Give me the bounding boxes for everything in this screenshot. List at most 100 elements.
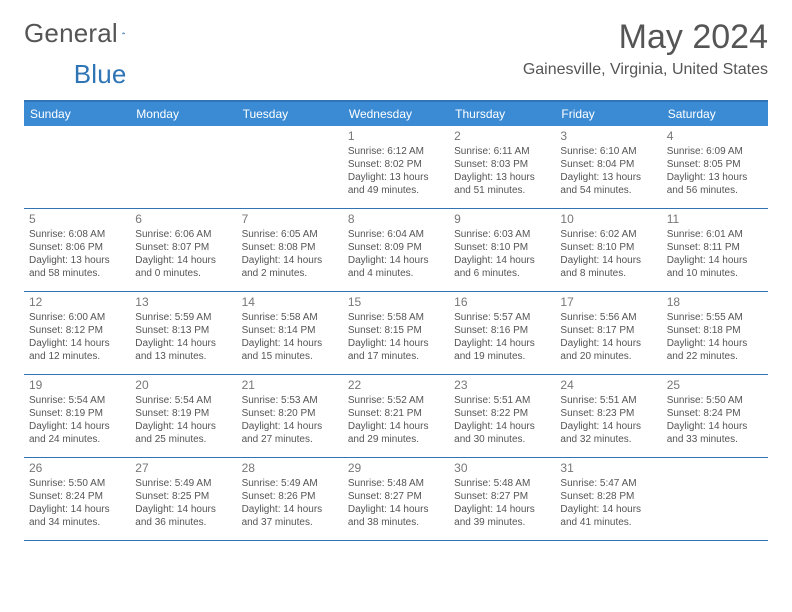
daylight-line: Daylight: 14 hours [560,338,656,351]
sunset-line: Sunset: 8:04 PM [560,159,656,172]
daylight-line: Daylight: 14 hours [348,504,444,517]
daylight-line: and 33 minutes. [667,434,763,447]
sunrise-line: Sunrise: 6:09 AM [667,146,763,159]
calendar-day: 3Sunrise: 6:10 AMSunset: 8:04 PMDaylight… [555,126,661,208]
calendar-day: 8Sunrise: 6:04 AMSunset: 8:09 PMDaylight… [343,209,449,291]
sunset-line: Sunset: 8:18 PM [667,325,763,338]
day-number: 27 [135,461,231,476]
brand-logo: General [24,18,144,49]
calendar-day: 21Sunrise: 5:53 AMSunset: 8:20 PMDayligh… [237,375,343,457]
daylight-line: Daylight: 14 hours [454,338,550,351]
daylight-line: Daylight: 14 hours [667,255,763,268]
day-number: 19 [29,378,125,393]
sunset-line: Sunset: 8:20 PM [242,408,338,421]
sunrise-line: Sunrise: 5:50 AM [667,395,763,408]
calendar-day: 1Sunrise: 6:12 AMSunset: 8:02 PMDaylight… [343,126,449,208]
sunrise-line: Sunrise: 6:08 AM [29,229,125,242]
calendar-day: 2Sunrise: 6:11 AMSunset: 8:03 PMDaylight… [449,126,555,208]
daylight-line: Daylight: 14 hours [348,421,444,434]
sunset-line: Sunset: 8:22 PM [454,408,550,421]
sunset-line: Sunset: 8:10 PM [560,242,656,255]
day-number: 17 [560,295,656,310]
daylight-line: and 2 minutes. [242,268,338,281]
sunrise-line: Sunrise: 5:58 AM [242,312,338,325]
day-number: 31 [560,461,656,476]
daylight-line: and 34 minutes. [29,517,125,530]
weekday-header: Saturday [662,102,768,126]
daylight-line: Daylight: 13 hours [348,172,444,185]
daylight-line: and 38 minutes. [348,517,444,530]
daylight-line: Daylight: 14 hours [29,504,125,517]
sunrise-line: Sunrise: 5:57 AM [454,312,550,325]
day-number: 5 [29,212,125,227]
sunrise-line: Sunrise: 5:55 AM [667,312,763,325]
sunset-line: Sunset: 8:21 PM [348,408,444,421]
daylight-line: and 0 minutes. [135,268,231,281]
daylight-line: and 51 minutes. [454,185,550,198]
calendar-day: 11Sunrise: 6:01 AMSunset: 8:11 PMDayligh… [662,209,768,291]
sunset-line: Sunset: 8:19 PM [135,408,231,421]
calendar-day: 20Sunrise: 5:54 AMSunset: 8:19 PMDayligh… [130,375,236,457]
sunset-line: Sunset: 8:12 PM [29,325,125,338]
daylight-line: and 49 minutes. [348,185,444,198]
weekday-header: Thursday [449,102,555,126]
daylight-line: Daylight: 14 hours [242,421,338,434]
sunset-line: Sunset: 8:06 PM [29,242,125,255]
sunset-line: Sunset: 8:14 PM [242,325,338,338]
sunset-line: Sunset: 8:05 PM [667,159,763,172]
sunrise-line: Sunrise: 5:47 AM [560,478,656,491]
daylight-line: Daylight: 13 hours [29,255,125,268]
sunrise-line: Sunrise: 5:54 AM [135,395,231,408]
daylight-line: Daylight: 14 hours [135,255,231,268]
sunrise-line: Sunrise: 6:05 AM [242,229,338,242]
sunset-line: Sunset: 8:27 PM [348,491,444,504]
calendar-day: 17Sunrise: 5:56 AMSunset: 8:17 PMDayligh… [555,292,661,374]
sunrise-line: Sunrise: 5:48 AM [454,478,550,491]
daylight-line: Daylight: 14 hours [242,504,338,517]
sunrise-line: Sunrise: 6:01 AM [667,229,763,242]
day-number: 21 [242,378,338,393]
sunrise-line: Sunrise: 5:54 AM [29,395,125,408]
daylight-line: Daylight: 14 hours [29,421,125,434]
daylight-line: and 15 minutes. [242,351,338,364]
day-number: 22 [348,378,444,393]
sunrise-line: Sunrise: 6:10 AM [560,146,656,159]
day-number: 18 [667,295,763,310]
brand-part2: Blue [74,59,127,90]
daylight-line: Daylight: 14 hours [454,504,550,517]
weekday-header: Sunday [24,102,130,126]
sunrise-line: Sunrise: 6:04 AM [348,229,444,242]
calendar-day: 29Sunrise: 5:48 AMSunset: 8:27 PMDayligh… [343,458,449,540]
daylight-line: Daylight: 14 hours [454,421,550,434]
sunset-line: Sunset: 8:11 PM [667,242,763,255]
weekday-header: Friday [555,102,661,126]
daylight-line: and 36 minutes. [135,517,231,530]
daylight-line: and 41 minutes. [560,517,656,530]
calendar-day: 14Sunrise: 5:58 AMSunset: 8:14 PMDayligh… [237,292,343,374]
daylight-line: and 56 minutes. [667,185,763,198]
daylight-line: and 54 minutes. [560,185,656,198]
daylight-line: and 24 minutes. [29,434,125,447]
day-number: 3 [560,129,656,144]
day-number: 24 [560,378,656,393]
calendar-page: General May 2024 Gainesville, Virginia, … [0,0,792,541]
sunset-line: Sunset: 8:15 PM [348,325,444,338]
title-block: May 2024 Gainesville, Virginia, United S… [523,18,768,79]
sunrise-line: Sunrise: 6:00 AM [29,312,125,325]
calendar-day: 18 Sunrise: 5:55 AMSunset: 8:18 PMDayligh… [662,292,768,374]
calendar-day: 16Sunrise: 5:57 AMSunset: 8:16 PMDayligh… [449,292,555,374]
weekday-header: Monday [130,102,236,126]
sunset-line: Sunset: 8:07 PM [135,242,231,255]
calendar-day: 6Sunrise: 6:06 AMSunset: 8:07 PMDaylight… [130,209,236,291]
sunset-line: Sunset: 8:08 PM [242,242,338,255]
sunrise-line: Sunrise: 5:52 AM [348,395,444,408]
sunset-line: Sunset: 8:28 PM [560,491,656,504]
daylight-line: Daylight: 14 hours [667,338,763,351]
sunset-line: Sunset: 8:16 PM [454,325,550,338]
calendar-day: 25Sunrise: 5:50 AMSunset: 8:24 PMDayligh… [662,375,768,457]
day-number: 30 [454,461,550,476]
daylight-line: Daylight: 14 hours [135,338,231,351]
sail-icon [122,24,125,42]
location-label: Gainesville, Virginia, United States [523,61,768,79]
calendar-day: 28Sunrise: 5:49 AMSunset: 8:26 PMDayligh… [237,458,343,540]
